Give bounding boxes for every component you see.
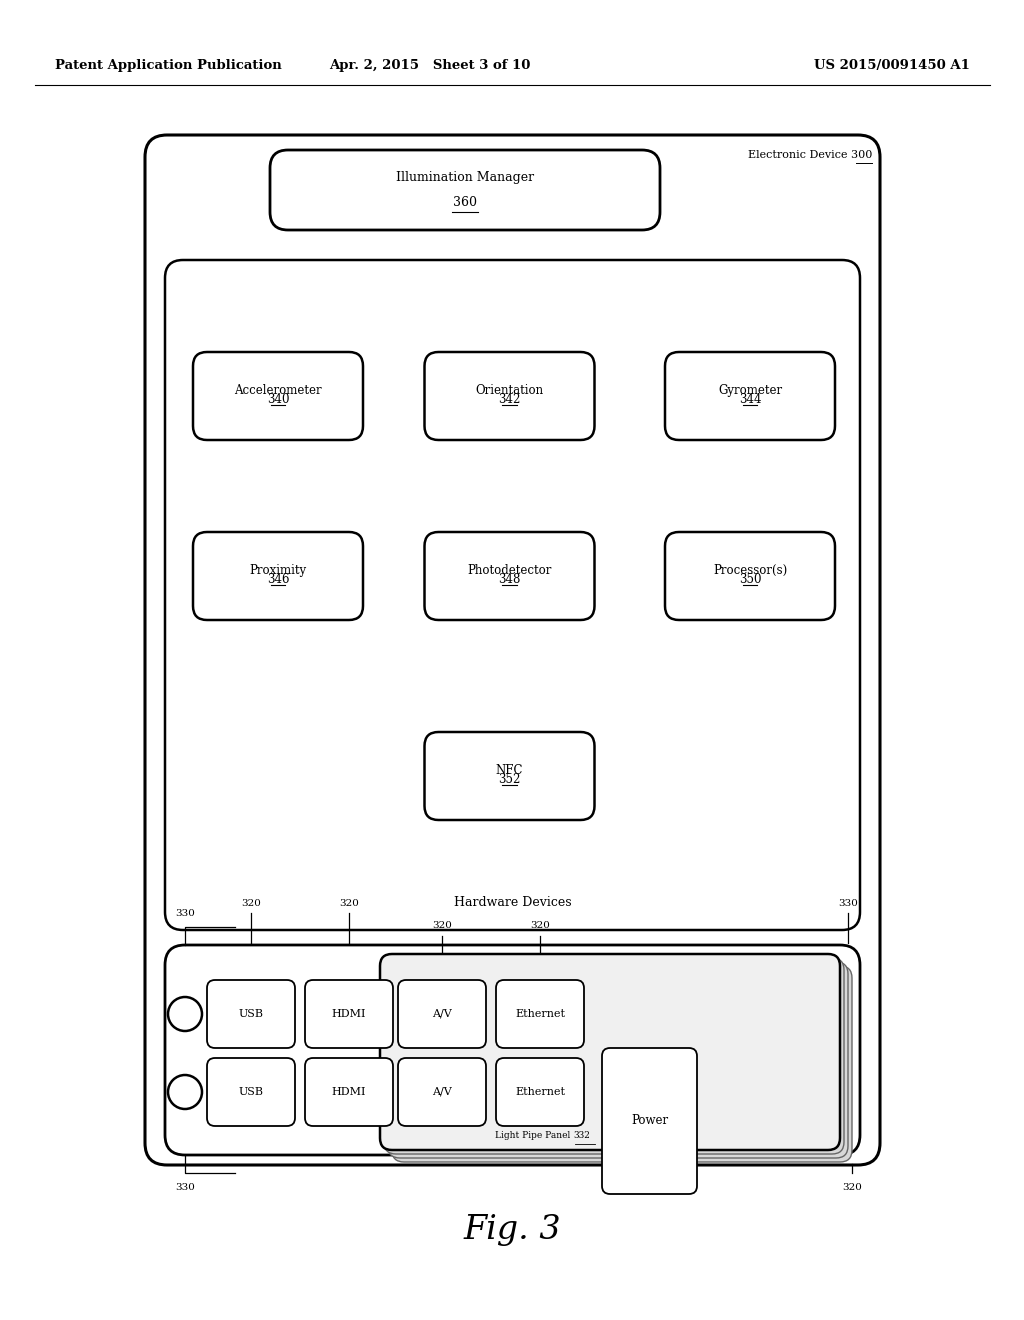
Text: USB: USB [239,1008,263,1019]
Text: Light Pipe Panel: Light Pipe Panel [495,1131,573,1140]
Text: 320: 320 [842,1183,862,1192]
Text: 342: 342 [499,393,520,407]
FancyBboxPatch shape [193,532,362,620]
Text: US 2015/0091450 A1: US 2015/0091450 A1 [814,58,970,71]
Text: Electronic Device 300: Electronic Device 300 [748,150,872,160]
Text: 330: 330 [175,1183,195,1192]
Text: Fig. 3: Fig. 3 [463,1214,561,1246]
Text: 332: 332 [573,1131,590,1140]
Text: A/V: A/V [432,1086,452,1097]
FancyBboxPatch shape [398,1059,486,1126]
Text: Apr. 2, 2015   Sheet 3 of 10: Apr. 2, 2015 Sheet 3 of 10 [330,58,530,71]
Text: 330: 330 [175,908,195,917]
Text: 320: 320 [530,921,550,931]
FancyBboxPatch shape [380,954,840,1150]
Text: A/V: A/V [432,1008,452,1019]
Text: 344: 344 [738,393,761,407]
FancyBboxPatch shape [388,962,848,1158]
FancyBboxPatch shape [165,260,860,931]
Text: Photodetector: Photodetector [467,564,552,577]
Text: Accelerometer: Accelerometer [234,384,322,396]
Text: HDMI: HDMI [332,1008,367,1019]
Text: 320: 320 [339,899,359,908]
FancyBboxPatch shape [165,945,860,1155]
Text: 310: 310 [457,954,477,964]
FancyBboxPatch shape [270,150,660,230]
Text: 360: 360 [453,195,477,209]
Text: Processor(s): Processor(s) [713,564,787,577]
FancyBboxPatch shape [145,135,880,1166]
FancyBboxPatch shape [496,1059,584,1126]
Text: 320: 320 [432,921,452,931]
Text: Illumination Manager: Illumination Manager [396,170,535,183]
FancyBboxPatch shape [207,979,295,1048]
Text: Power: Power [631,1114,668,1127]
FancyBboxPatch shape [305,979,393,1048]
FancyBboxPatch shape [207,1059,295,1126]
FancyBboxPatch shape [665,532,835,620]
Text: 346: 346 [266,573,289,586]
Text: Proximity: Proximity [250,564,306,577]
Text: 320: 320 [241,899,261,908]
Text: 348: 348 [499,573,520,586]
Text: 330: 330 [838,899,858,908]
Text: USB: USB [239,1086,263,1097]
FancyBboxPatch shape [425,532,595,620]
Text: Housing: Housing [410,954,457,964]
Text: HDMI: HDMI [332,1086,367,1097]
Text: 340: 340 [266,393,289,407]
FancyBboxPatch shape [392,966,852,1162]
FancyBboxPatch shape [665,352,835,440]
FancyBboxPatch shape [384,958,844,1154]
Text: NFC: NFC [496,763,523,776]
FancyBboxPatch shape [193,352,362,440]
Text: Ethernet: Ethernet [515,1086,565,1097]
Text: Hardware Devices: Hardware Devices [454,895,571,908]
Text: Orientation: Orientation [475,384,544,396]
FancyBboxPatch shape [305,1059,393,1126]
FancyBboxPatch shape [425,733,595,820]
FancyBboxPatch shape [425,352,595,440]
Text: Patent Application Publication: Patent Application Publication [55,58,282,71]
Text: Gyrometer: Gyrometer [718,384,782,396]
FancyBboxPatch shape [602,1048,697,1195]
FancyBboxPatch shape [398,979,486,1048]
Text: 350: 350 [738,573,761,586]
Text: 352: 352 [499,774,520,785]
Text: Ethernet: Ethernet [515,1008,565,1019]
FancyBboxPatch shape [496,979,584,1048]
